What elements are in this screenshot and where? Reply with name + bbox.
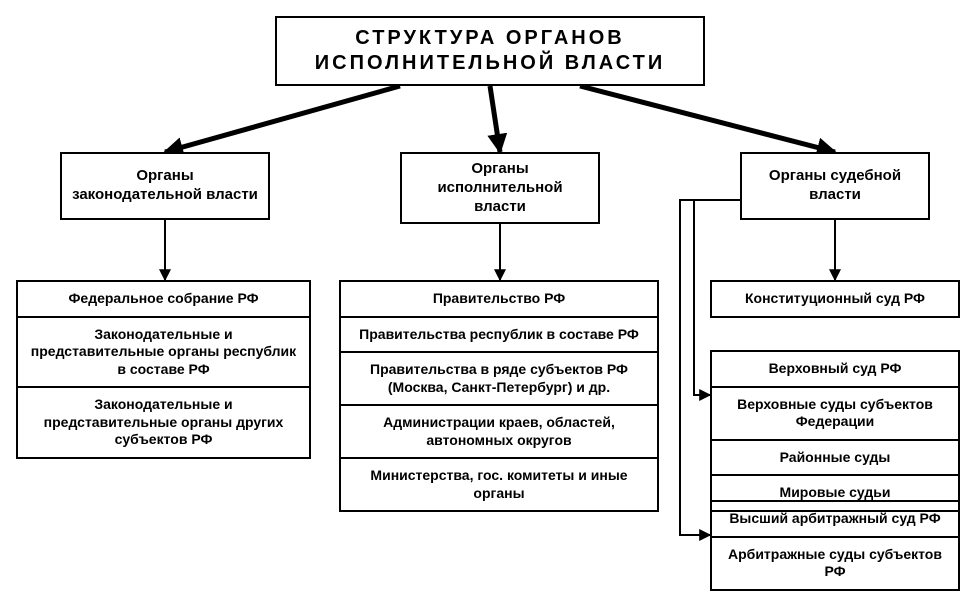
branch-legislative-label: Органы законодательной власти xyxy=(70,167,260,205)
title-text: СТРУКТУРА ОРГАНОВ ИСПОЛНИТЕЛЬНОЙ ВЛАСТИ xyxy=(285,26,695,76)
list-item: Высший арбитражный суд РФ xyxy=(710,500,960,538)
list-item: Правительства в ряде субъектов РФ (Москв… xyxy=(339,353,659,406)
edge xyxy=(580,86,835,152)
list-item: Министерства, гос. комитеты и иные орган… xyxy=(339,459,659,512)
list-item: Верховные суды субъектов Федерации xyxy=(710,388,960,441)
edge xyxy=(165,86,400,152)
list-judicial-group-0: Конституционный суд РФ xyxy=(710,280,960,318)
branch-legislative: Органы законодательной власти xyxy=(60,152,270,220)
list-item: Верховный суд РФ xyxy=(710,350,960,388)
list-executive: Правительство РФПравительства республик … xyxy=(339,280,659,512)
list-item: Правительство РФ xyxy=(339,280,659,318)
branch-judicial-label: Органы судебной власти xyxy=(750,167,920,205)
list-item: Правительства республик в составе РФ xyxy=(339,318,659,354)
list-item: Администрации краев, областей, автономны… xyxy=(339,406,659,459)
title-box: СТРУКТУРА ОРГАНОВ ИСПОЛНИТЕЛЬНОЙ ВЛАСТИ xyxy=(275,16,705,86)
list-judicial-group-1: Верховный суд РФВерховные суды субъектов… xyxy=(710,350,960,512)
branch-judicial: Органы судебной власти xyxy=(740,152,930,220)
diagram-canvas: СТРУКТУРА ОРГАНОВ ИСПОЛНИТЕЛЬНОЙ ВЛАСТИ … xyxy=(0,0,974,604)
list-item: Районные суды xyxy=(710,441,960,477)
list-item: Законодательные и представительные орган… xyxy=(16,388,311,459)
list-item: Законодательные и представительные орган… xyxy=(16,318,311,389)
edge xyxy=(490,86,500,152)
list-item: Федеральное собрание РФ xyxy=(16,280,311,318)
list-item: Конституционный суд РФ xyxy=(710,280,960,318)
branch-executive: Органы исполнительной власти xyxy=(400,152,600,224)
list-item: Арбитражные суды субъектов РФ xyxy=(710,538,960,591)
list-judicial-group-2: Высший арбитражный суд РФАрбитражные суд… xyxy=(710,500,960,591)
list-legislative: Федеральное собрание РФЗаконодательные и… xyxy=(16,280,311,459)
branch-executive-label: Органы исполнительной власти xyxy=(410,160,590,216)
